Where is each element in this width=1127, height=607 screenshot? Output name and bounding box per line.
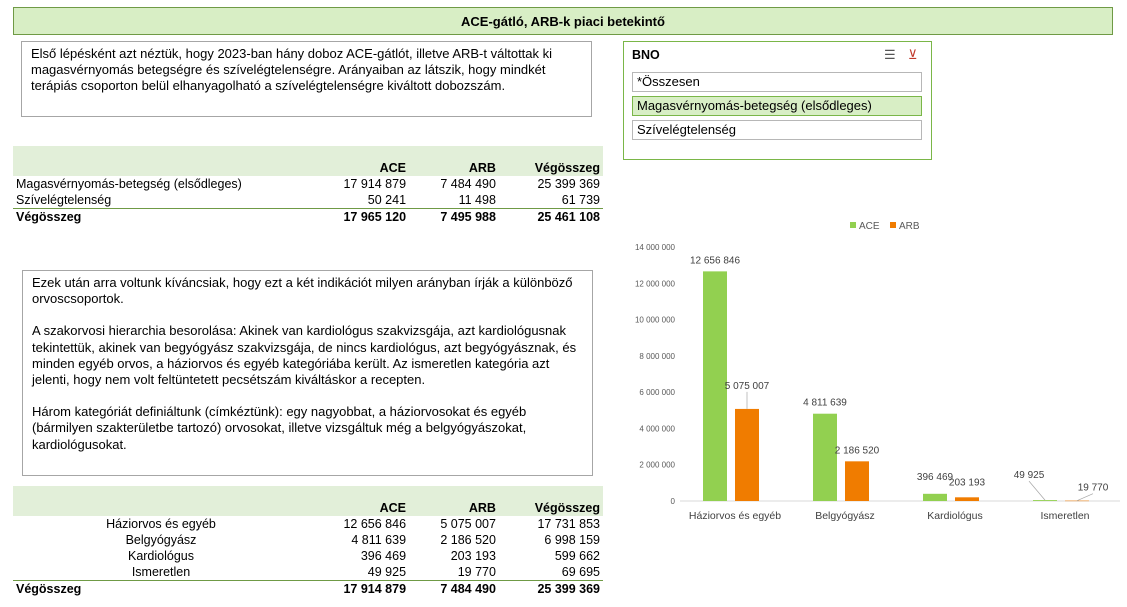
table-row: Háziorvos és egyéb 12 656 846 5 075 007 17… (106, 517, 600, 531)
table-row: Szívelégtelenség 50 241 11 498 61 739 (16, 193, 600, 207)
methodology-paragraph-2: A szakorvosi hierarchia besorolása: Akin… (32, 323, 577, 388)
table-row: Kardiológus 396 469 203 193 599 662 (127, 549, 600, 563)
bar-arb (735, 408, 759, 501)
data-label-ace: 396 469 (917, 472, 954, 483)
pivot-table-doctor-groups: ACE ARB Végösszeg Háziorvos és egyéb 12 6… (13, 486, 603, 597)
methodology-paragraph-3: Három kategóriát definiáltunk (címkéztün… (32, 404, 527, 452)
x-category-label: Háziorvos és egyéb (689, 510, 781, 522)
data-label-ace: 49 925 (1014, 470, 1045, 481)
col-header-arb: ARB (409, 500, 499, 516)
col-header-ace: ACE (309, 500, 410, 516)
bar-ace (1033, 500, 1057, 501)
bar-ace (813, 413, 837, 501)
methodology-note: Ezek után arra voltunk kíváncsiak, hogy … (22, 270, 593, 476)
table-header-row: ACE ARB Végösszeg (13, 500, 603, 516)
table-header-row: ACE ARB Végösszeg (13, 160, 603, 176)
methodology-paragraph-1: Ezek után arra voltunk kíváncsiak, hogy … (32, 275, 573, 307)
table-total-row: Végösszeg 17 965 120 7 495 988 25 461 108 (13, 208, 603, 225)
table-row: Magasvérnyomás-betegség (elsődleges) 17 9… (16, 177, 600, 191)
y-tick-label: 2 000 000 (639, 461, 675, 470)
col-header-total: Végösszeg (498, 160, 603, 176)
data-label-leader (1028, 480, 1046, 501)
data-label-arb: 5 075 007 (725, 381, 770, 392)
col-header-ace: ACE (309, 160, 410, 176)
page-title: ACE-gátló, ARB-k piaci betekintő (13, 7, 1113, 35)
clear-filter-icon[interactable]: ⊻ (908, 47, 918, 62)
x-category-label: Kardiológus (927, 510, 982, 522)
data-label-ace: 4 811 639 (803, 398, 847, 409)
col-header-arb: ARB (409, 160, 499, 176)
doctor-group-bar-chart: 0 2 000 000 4 000 000 6 000 000 8 000 000 10 … (635, 221, 1120, 522)
legend-swatch-arb (890, 222, 896, 228)
slicer-title: BNO (632, 48, 660, 62)
y-tick-label: 12 000 000 (635, 279, 676, 288)
y-tick-label: 0 (671, 497, 676, 506)
slicer-item-magasvernyomas[interactable]: Magasvérnyomás-betegség (elsődleges) (632, 96, 922, 116)
legend-swatch-ace (850, 222, 856, 228)
table-total-row: Végösszeg 17 914 879 7 484 490 25 399 369 (13, 580, 603, 597)
legend-label-ace: ACE (859, 221, 880, 232)
y-tick-label: 6 000 000 (639, 388, 675, 397)
intro-note: Első lépésként azt néztük, hogy 2023-ban… (21, 41, 592, 117)
col-header-total: Végösszeg (498, 500, 603, 516)
y-tick-label: 10 000 000 (635, 316, 676, 325)
data-label-arb: 2 186 520 (835, 445, 880, 456)
y-tick-label: 4 000 000 (639, 424, 675, 433)
multi-select-icon[interactable]: ☰ (884, 47, 896, 62)
bar-arb (845, 461, 869, 501)
y-tick-label: 8 000 000 (639, 352, 675, 361)
data-label-arb: 203 193 (949, 477, 986, 488)
x-category-label: Belgyógyász (815, 510, 875, 522)
x-category-label: Ismeretlen (1040, 510, 1089, 522)
data-label-arb: 19 770 (1078, 483, 1109, 494)
table-row: Ismeretlen 49 925 19 770 69 695 (131, 565, 600, 579)
y-tick-label: 14 000 000 (635, 243, 676, 252)
bar-ace (703, 271, 727, 501)
data-label-ace: 12 656 846 (690, 255, 740, 266)
slicer-item-osszesen[interactable]: *Összesen (632, 72, 922, 92)
bar-ace (923, 493, 947, 501)
pivot-table-indication: ACE ARB Végösszeg Magasvérnyomás-betegsé… (13, 146, 603, 225)
legend-label-arb: ARB (899, 221, 920, 232)
data-label-leader (1076, 493, 1094, 501)
bar-arb (955, 497, 979, 501)
slicer-item-szivelegtelenseg[interactable]: Szívelégtelenség (632, 120, 922, 140)
bar-arb (1065, 500, 1089, 502)
table-row: Belgyógyász 4 811 639 2 186 520 6 998 159 (125, 533, 600, 547)
bno-slicer[interactable]: BNO ☰ ⊻ *Összesen Magasvérnyomás-betegsé… (623, 41, 932, 160)
